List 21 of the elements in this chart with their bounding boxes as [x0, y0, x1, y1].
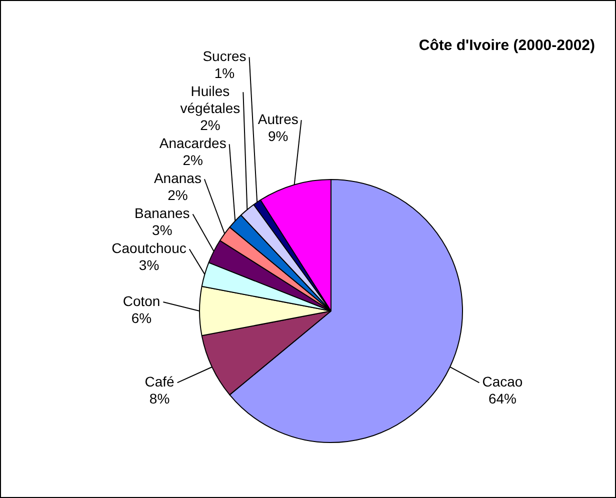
data-label: 3%: [138, 256, 160, 273]
slice-label: Sucres: [202, 48, 246, 64]
slice-label: Huiles végétales: [180, 82, 240, 116]
chart-title: Côte d'Ivoire (2000-2002): [418, 37, 595, 54]
slice-label: Autres: [258, 110, 298, 127]
slice-label: Cacao: [482, 374, 523, 390]
data-label: 1%: [214, 64, 235, 81]
slice-label: Anacardes: [159, 134, 226, 151]
data-label: 2%: [200, 116, 220, 133]
data-label: 64%: [488, 390, 516, 407]
data-label: 2%: [168, 186, 188, 203]
slice-label: Coton: [122, 292, 160, 309]
data-label: 2%: [182, 152, 203, 168]
data-label: 6%: [131, 310, 152, 326]
data-label: 9%: [268, 128, 288, 144]
slice-label: Caoutchouc: [112, 240, 186, 256]
slice-label: Café: [144, 374, 175, 390]
slice-label: Bananes: [134, 204, 190, 221]
slice-label: Ananas: [154, 170, 202, 186]
data-label: 3%: [152, 222, 172, 238]
data-label: 8%: [149, 390, 170, 407]
